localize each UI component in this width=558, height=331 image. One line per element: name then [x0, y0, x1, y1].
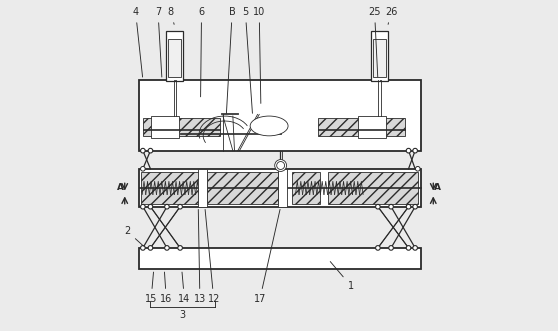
Bar [139, 80, 421, 151]
Text: 1: 1 [330, 261, 354, 291]
Bar [207, 172, 278, 204]
Bar [166, 31, 184, 81]
Circle shape [148, 246, 153, 250]
Text: 5: 5 [242, 7, 252, 113]
Circle shape [141, 246, 145, 250]
Text: 4: 4 [133, 7, 143, 77]
Bar [143, 118, 220, 136]
Text: 10: 10 [253, 7, 266, 103]
Circle shape [413, 205, 417, 209]
Text: 16: 16 [160, 272, 172, 304]
Circle shape [389, 246, 393, 250]
Circle shape [148, 148, 153, 153]
Ellipse shape [250, 116, 288, 136]
Text: 3: 3 [179, 310, 185, 320]
Bar [198, 169, 208, 207]
Circle shape [416, 166, 420, 171]
Circle shape [376, 246, 380, 250]
Circle shape [178, 246, 182, 250]
Circle shape [406, 246, 411, 250]
Text: 6: 6 [199, 7, 205, 97]
Circle shape [141, 166, 145, 171]
Bar [358, 116, 386, 138]
Circle shape [389, 205, 393, 209]
Circle shape [165, 205, 169, 209]
Bar [139, 169, 421, 207]
Text: 17: 17 [254, 210, 280, 304]
Circle shape [413, 148, 417, 153]
Circle shape [277, 162, 285, 169]
Text: 7: 7 [155, 7, 162, 77]
Text: 15: 15 [145, 272, 157, 304]
Circle shape [141, 148, 145, 153]
Bar [169, 39, 181, 77]
Bar [328, 172, 418, 204]
Bar [141, 172, 199, 204]
Bar [151, 116, 179, 138]
Circle shape [178, 205, 182, 209]
Bar [278, 169, 287, 207]
Text: 26: 26 [385, 7, 397, 24]
Circle shape [413, 246, 417, 250]
Circle shape [406, 148, 411, 153]
Bar [139, 248, 421, 269]
Text: A: A [117, 183, 124, 192]
Circle shape [165, 246, 169, 250]
Circle shape [275, 160, 287, 171]
Circle shape [148, 205, 153, 209]
Circle shape [376, 205, 380, 209]
Text: 2: 2 [124, 226, 143, 246]
Circle shape [406, 205, 411, 209]
Text: 8: 8 [168, 7, 174, 24]
Bar [373, 39, 386, 77]
Bar [371, 31, 388, 81]
Text: 12: 12 [205, 210, 220, 304]
Text: B: B [227, 7, 235, 113]
Text: 25: 25 [368, 7, 381, 77]
Bar [291, 172, 320, 204]
Text: 14: 14 [178, 272, 190, 304]
Text: 13: 13 [194, 210, 206, 304]
Text: A: A [434, 183, 441, 192]
Bar [318, 118, 405, 136]
Circle shape [141, 205, 145, 209]
